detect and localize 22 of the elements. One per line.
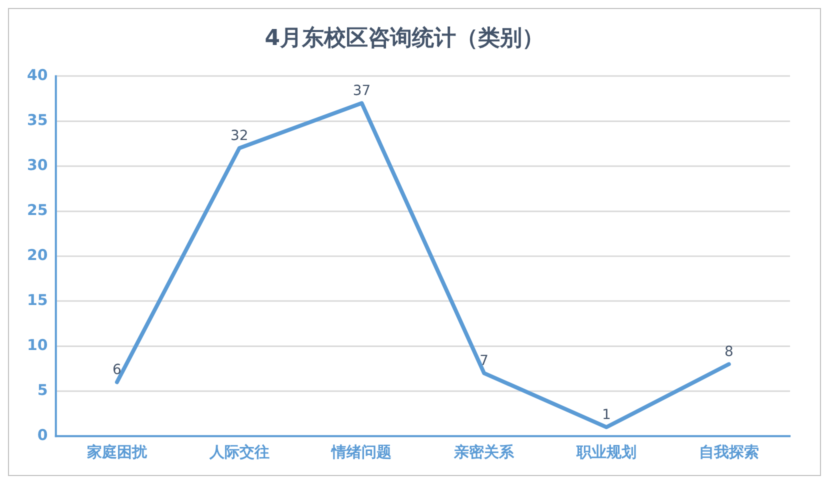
y-tick-label: 5: [37, 381, 48, 400]
data-label: 7: [480, 352, 489, 369]
x-tick-label: 自我探索: [698, 442, 759, 461]
y-tick-label: 10: [26, 336, 48, 354]
y-tick-label: 35: [26, 111, 48, 129]
data-label: 37: [352, 82, 371, 99]
y-tick-label: 30: [26, 156, 48, 174]
data-label: 8: [724, 344, 734, 360]
chart-title: 4月东校区咨询统计（类别）: [264, 24, 544, 51]
data-label: 1: [602, 406, 611, 423]
x-tick-label: 亲密关系: [453, 442, 516, 461]
data-label: 32: [230, 128, 248, 144]
x-tick-label: 情绪问题: [330, 442, 392, 461]
x-tick-label: 人际交往: [208, 442, 270, 461]
y-tick-label: 25: [26, 201, 48, 220]
x-tick-label: 职业规划: [575, 442, 637, 461]
x-tick-label: 家庭困扰: [86, 442, 148, 461]
y-tick-label: 15: [26, 291, 48, 310]
y-tick-label: 40: [26, 66, 48, 84]
y-tick-label: 20: [26, 246, 48, 264]
data-label: 6: [112, 362, 122, 378]
y-tick-label: 0: [37, 426, 48, 444]
